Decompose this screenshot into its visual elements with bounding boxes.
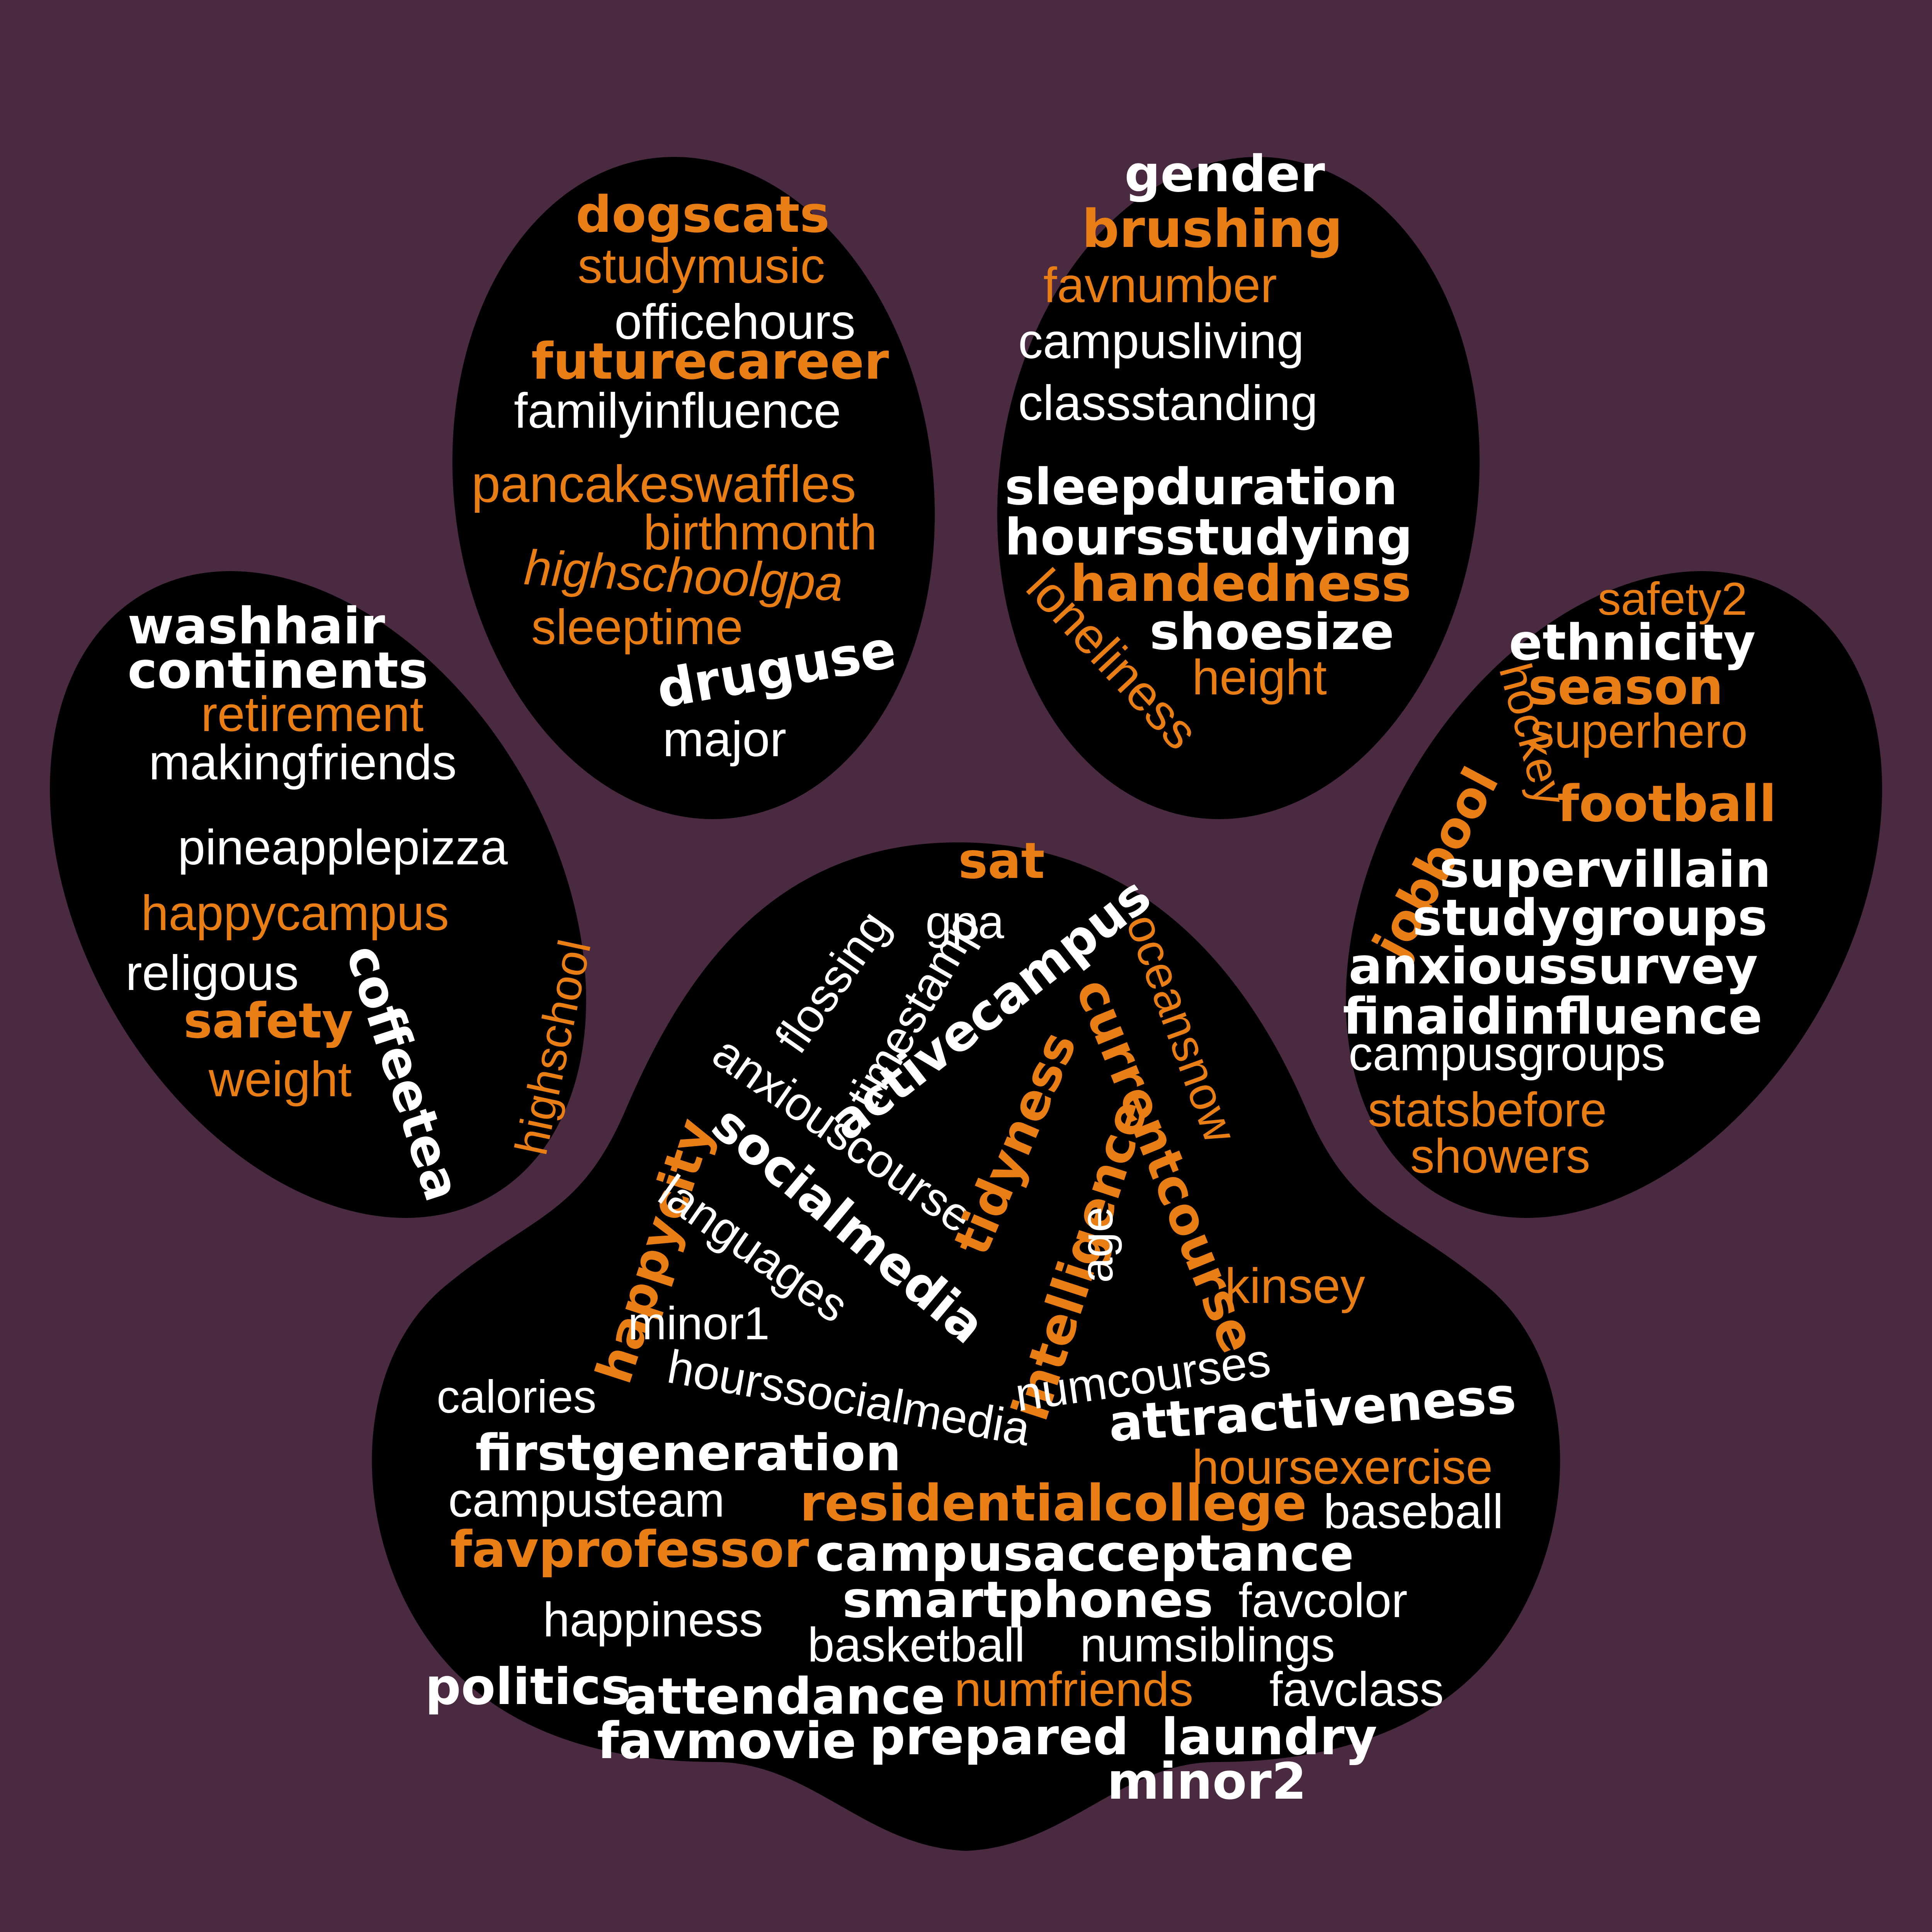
word-gpa: gpa (925, 896, 1004, 948)
word-minor2: minor2 (1107, 1752, 1307, 1811)
word-happycampus: happycampus (141, 886, 449, 941)
word-residentialcollege: residentialcollege (800, 1474, 1307, 1532)
word-favcolor: favcolor (1238, 1574, 1408, 1628)
word-superhero: superhero (1530, 704, 1748, 758)
word-sat: sat (958, 832, 1045, 890)
word-anxioussurvey: anxioussurvey (1349, 937, 1758, 995)
left-toe-pad (50, 571, 586, 1218)
word-football: football (1557, 774, 1777, 833)
word-statsbefore: statsbefore (1368, 1083, 1607, 1137)
word-basketball: basketball (808, 1618, 1025, 1672)
word-height: height (1192, 650, 1327, 705)
word-hoursstudying: hoursstudying (1005, 508, 1413, 566)
word-calories: calories (437, 1371, 597, 1423)
word-showers: showers (1410, 1129, 1590, 1183)
word-sleeptime: sleeptime (531, 600, 743, 655)
word-handedness: handedness (1070, 554, 1412, 613)
word-kinsey: kinsey (1225, 1259, 1365, 1314)
word-supervillain: supervillain (1439, 840, 1771, 899)
word-minor1: minor1 (628, 1298, 770, 1349)
word-gender: gender (1124, 145, 1325, 203)
word-smartphones: smartphones (842, 1570, 1213, 1629)
word-officehours: officehours (614, 294, 855, 350)
word-pineapplepizza: pineapplepizza (178, 820, 508, 875)
word-favmovie: favmovie (597, 1711, 857, 1770)
right-toe-pad (1346, 571, 1882, 1218)
word-campusacceptance: campusacceptance (815, 1524, 1354, 1583)
word-shoesize: shoesize (1150, 602, 1395, 661)
word-prepared: prepared (869, 1708, 1129, 1766)
word-major: major (663, 712, 787, 767)
word-hoursexercise: hoursexercise (1192, 1440, 1493, 1494)
word-politics: politics (425, 1657, 631, 1716)
word-futurecareer: futurecareer (531, 332, 889, 391)
word-laundry: laundry (1161, 1708, 1378, 1766)
word-numsiblings: numsiblings (1080, 1618, 1335, 1672)
word-firstgeneration: firstgeneration (475, 1423, 901, 1482)
word-continents: continents (128, 641, 429, 700)
word-familyinfluence: familyinfluence (514, 383, 841, 439)
word-ethnicity: ethnicity (1509, 614, 1756, 672)
word-safety: safety (184, 993, 354, 1049)
word-campusgroups: campusgroups (1349, 1027, 1665, 1081)
word-dogscats: dogscats (576, 185, 830, 244)
word-studymusic: studymusic (578, 238, 825, 294)
word-favclass: favclass (1269, 1663, 1444, 1716)
word-studygroups: studygroups (1412, 888, 1768, 947)
word-numfriends: numfriends (954, 1663, 1194, 1716)
word-age: age (1071, 1207, 1122, 1283)
word-sleepduration: sleepduration (1005, 457, 1398, 516)
word-coffeetea: coffeetea (334, 937, 473, 1208)
word-favprofessor: favprofessor (450, 1520, 809, 1579)
word-safety2: safety2 (1598, 573, 1747, 625)
word-birthmonth: birthmonth (643, 505, 877, 560)
word-classstanding: classstanding (1018, 376, 1318, 431)
word-season: season (1528, 658, 1723, 716)
word-campusliving: campusliving (1018, 314, 1304, 369)
word-attendance: attendance (624, 1667, 946, 1726)
word-religous: religous (126, 946, 299, 1001)
upper-right-toe-pad (997, 157, 1480, 819)
word-campusteam: campusteam (448, 1473, 725, 1527)
word-retirement: retirement (201, 687, 424, 742)
word-highschool: highschool (505, 935, 601, 1160)
word-finaidinfluence: finaidinfluence (1343, 987, 1763, 1046)
word-baseball: baseball (1323, 1485, 1503, 1539)
word-weight: weight (209, 1052, 352, 1107)
word-pancakeswaffles: pancakeswaffles (471, 455, 856, 513)
upper-left-toe-pad (452, 157, 935, 819)
word-brushing: brushing (1082, 199, 1343, 259)
word-makingfriends: makingfriends (149, 735, 457, 790)
word-washhair: washhair (128, 597, 385, 655)
word-happiness: happiness (543, 1593, 763, 1647)
word-favnumber: favnumber (1043, 258, 1277, 313)
main-pad (372, 842, 1560, 1851)
